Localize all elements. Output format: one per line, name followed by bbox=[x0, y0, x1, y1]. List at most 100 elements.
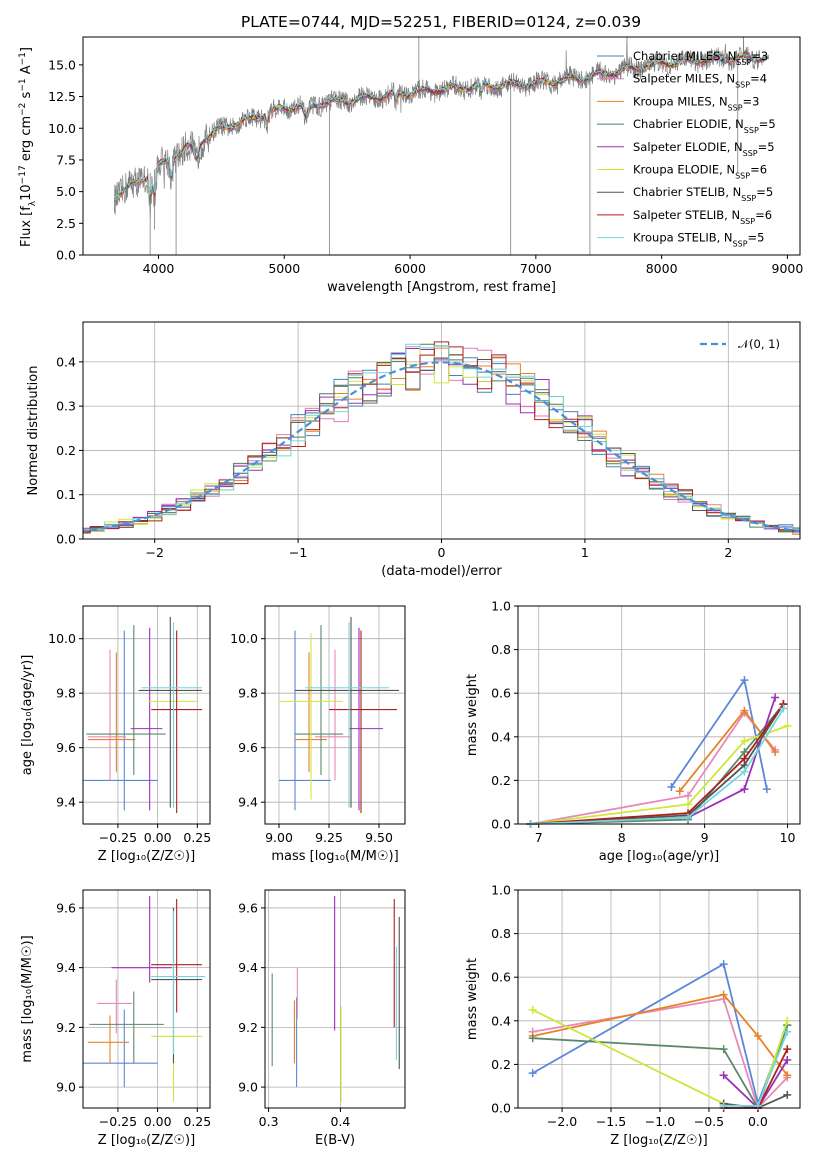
mass-weight-marker bbox=[719, 960, 728, 969]
mass-weight-marker bbox=[783, 1071, 792, 1080]
age_vs_mass-xtick-label: 9.25 bbox=[315, 830, 343, 845]
legend-entry-name: Salpeter ELODIE, N bbox=[633, 140, 743, 154]
spectrum-ylabel-part: −2 bbox=[18, 103, 28, 116]
age_vs_mass-xtick-label: 9.50 bbox=[365, 830, 393, 845]
legend-entry-n: =5 bbox=[748, 231, 765, 245]
mass-weight-marker bbox=[528, 1034, 537, 1043]
age_vs_Z-errorbars bbox=[83, 616, 203, 814]
residual-histogram bbox=[83, 347, 800, 533]
mass-weight-marker bbox=[740, 737, 749, 746]
mass-weight-marker bbox=[783, 1016, 792, 1025]
mass-weight-marker bbox=[719, 1045, 728, 1054]
mass-weight-marker bbox=[740, 754, 749, 763]
legend-entry-sub: SSP bbox=[735, 171, 750, 180]
residuals-ytick-label: 0.0 bbox=[56, 532, 76, 547]
mass-weight-line bbox=[530, 725, 788, 825]
legend-entry-n: =3 bbox=[743, 94, 760, 108]
age_vs_Z-xtick-label: −0.25 bbox=[99, 830, 137, 845]
legend-entry-n: =3 bbox=[751, 49, 768, 63]
mass-weight-marker bbox=[684, 800, 693, 809]
mass_vs_Z-ylabel: mass [log₁₀(M/M☉)] bbox=[20, 935, 35, 1062]
weight_vs_age-xtick-label: 9 bbox=[701, 830, 709, 845]
spectrum-title: PLATE=0744, MJD=52251, FIBERID=0124, z=0… bbox=[241, 13, 641, 31]
age_vs_Z-ytick-label: 9.8 bbox=[56, 686, 76, 701]
age_vs_mass-ytick-label: 9.4 bbox=[238, 795, 258, 810]
legend-entry-name: Salpeter MILES, N bbox=[633, 72, 735, 86]
mass-weight-marker bbox=[684, 791, 693, 800]
spectrum-ylabel-part: ] bbox=[19, 47, 34, 52]
weight_vs_age-frame bbox=[517, 605, 801, 825]
mass_vs_ebv-xtick-label: 0.4 bbox=[330, 1114, 350, 1129]
spectrum-ylabel-part: s bbox=[19, 91, 34, 102]
weight_vs_age-ytick-label: 0.6 bbox=[491, 686, 511, 701]
spectrum-ylabel-part: −1 bbox=[18, 78, 28, 91]
spectrum-ylabel-part: λ bbox=[28, 200, 38, 206]
age_vs_mass-ytick-label: 9.8 bbox=[238, 686, 258, 701]
weight_vs_Z-xtick-label: −1.0 bbox=[645, 1114, 675, 1129]
age_vs_mass-ytick-label: 10.0 bbox=[230, 631, 258, 646]
mass-weight-marker bbox=[528, 1005, 537, 1014]
residuals-axes: −2 −1 0 1 2 0.0 0.1 0.2 0.3 0.4 (data-model)/error… bbox=[26, 322, 800, 579]
residuals-xlabel: (data-model)/error bbox=[381, 564, 502, 579]
weight_vs_age-xlabel: age [log₁₀(age/yr)] bbox=[599, 849, 720, 864]
weight_vs_Z-xtick-label: 0.0 bbox=[748, 1114, 768, 1129]
mass_vs_ebv-errorbars bbox=[271, 895, 400, 1103]
legend-entry-sub: SSP bbox=[743, 148, 758, 157]
residuals-xtick-label: 0 bbox=[438, 545, 446, 560]
mass_vs_Z-frame bbox=[82, 889, 211, 1109]
mass-weight-marker bbox=[740, 706, 749, 715]
mass-weight-marker bbox=[675, 787, 684, 796]
legend-entry: Salpeter ELODIE, NSSP=5 bbox=[633, 140, 775, 158]
mass-weight-marker bbox=[753, 1032, 762, 1041]
legend-entry-n: =5 bbox=[756, 185, 773, 199]
weight_vs_Z-ytick-label: 0.0 bbox=[491, 1101, 511, 1116]
age_vs_mass-xlabel: mass [log₁₀(M/M☉)] bbox=[271, 849, 398, 864]
mass-weight-marker bbox=[719, 1071, 728, 1080]
weight_vs_age-xtick-label: 10 bbox=[780, 830, 796, 845]
spectrum-axes: 4000 5000 6000 7000 8000 9000 0.0 2.5 5.0 7.5 10.0… bbox=[48, 57, 803, 295]
mass_vs_ebv-xlabel: E(B-V) bbox=[315, 1133, 355, 1148]
legend-entry: Chabrier MILES, NSSP=3 bbox=[633, 49, 768, 67]
residual-histogram bbox=[83, 343, 800, 530]
weight_vs_age-ytick-label: 0.2 bbox=[491, 773, 511, 788]
spectrum-xtick-label: 7000 bbox=[520, 261, 552, 276]
age_vs_Z-ytick-label: 9.6 bbox=[56, 740, 76, 755]
spectrum-lines bbox=[113, 37, 770, 255]
weight_vs_age-xtick-label: 7 bbox=[535, 830, 543, 845]
weight_vs_Z-xlabel: Z [log₁₀(Z/Z☉)] bbox=[610, 1133, 707, 1148]
mass_vs_Z-ytick-label: 9.0 bbox=[56, 1080, 76, 1095]
residuals-ytick-label: 0.1 bbox=[56, 487, 76, 502]
residuals-xtick-label: −1 bbox=[289, 545, 307, 560]
mass-weight-marker bbox=[783, 1027, 792, 1036]
weight_vs_Z-xtick-label: −0.5 bbox=[694, 1114, 724, 1129]
mass-weight-marker bbox=[740, 785, 749, 794]
mass-weight-marker bbox=[783, 1090, 792, 1099]
legend-entry: Chabrier STELIB, NSSP=5 bbox=[633, 185, 773, 203]
mass_vs_Z-xlabel: Z [log₁₀(Z/Z☉)] bbox=[98, 1133, 195, 1148]
mass-weight-line bbox=[530, 703, 785, 825]
legend-entry-n: =6 bbox=[750, 163, 767, 177]
weight_vs_Z-xtick-label: −2.0 bbox=[547, 1114, 577, 1129]
legend-entry: Kroupa ELODIE, NSSP=6 bbox=[633, 163, 767, 181]
legend-entry-n: =5 bbox=[758, 140, 775, 154]
residuals-frame bbox=[82, 321, 801, 540]
mass_vs_Z-ytick-label: 9.4 bbox=[56, 960, 76, 975]
spectrum-ytick-label: 5.0 bbox=[56, 184, 76, 199]
legend-entry-sub: SSP bbox=[728, 103, 743, 112]
age_vs_mass-errorbars bbox=[279, 616, 399, 814]
mass_vs_Z-errorbars bbox=[83, 895, 206, 1103]
legend-entry-name: Chabrier STELIB, N bbox=[633, 185, 741, 199]
mass_vs_Z-xtick-label: 0.00 bbox=[144, 1114, 172, 1129]
weight_vs_Z-ytick-label: 0.2 bbox=[491, 1057, 511, 1072]
mass_vs_ebv-xtick-label: 0.3 bbox=[259, 1114, 279, 1129]
model-spectrum-line bbox=[113, 51, 769, 201]
spectrum-xtick-label: 8000 bbox=[646, 261, 678, 276]
age_vs_Z-ytick-label: 9.4 bbox=[56, 795, 76, 810]
weight_vs_Z-ytick-label: 1.0 bbox=[491, 883, 511, 898]
mass-weight-marker bbox=[771, 748, 780, 757]
legend-entry-name: Chabrier MILES, N bbox=[633, 49, 736, 63]
mass-weight-marker bbox=[783, 721, 792, 730]
legend-entry: Kroupa STELIB, NSSP=5 bbox=[633, 231, 764, 249]
residuals-ytick-label: 0.3 bbox=[56, 399, 76, 414]
weight_vs_age-ytick-label: 0.4 bbox=[491, 729, 511, 744]
